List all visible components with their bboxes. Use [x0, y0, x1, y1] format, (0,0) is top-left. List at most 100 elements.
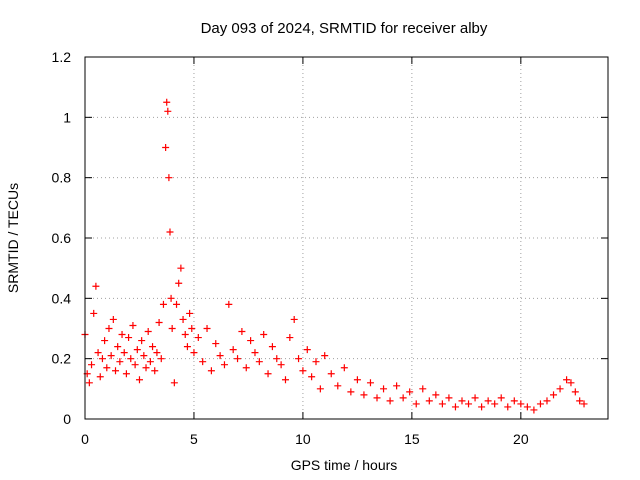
- data-point: [194, 334, 202, 342]
- data-point: [242, 364, 250, 372]
- data-point: [199, 358, 207, 366]
- data-point: [571, 388, 579, 396]
- data-point: [149, 343, 157, 351]
- data-point: [179, 315, 187, 323]
- tick-marks: [84, 56, 608, 420]
- data-point: [165, 174, 173, 182]
- data-point: [576, 397, 584, 405]
- y-tick-label: 0.6: [52, 230, 72, 246]
- data-point: [109, 315, 117, 323]
- data-point: [98, 355, 106, 363]
- data-series: [81, 98, 588, 414]
- data-point: [140, 352, 148, 360]
- data-point: [523, 403, 531, 411]
- chart-title: Day 093 of 2024, SRMTID for receiver alb…: [201, 20, 488, 37]
- data-point: [510, 397, 518, 405]
- data-point: [112, 367, 120, 375]
- data-point: [168, 325, 176, 332]
- data-point: [175, 279, 183, 287]
- data-point: [118, 331, 126, 339]
- data-point: [186, 309, 194, 317]
- data-point: [85, 379, 93, 387]
- data-point: [340, 364, 348, 372]
- y-tick-label: 0.2: [52, 351, 72, 367]
- data-point: [153, 349, 161, 357]
- data-point: [303, 346, 311, 354]
- data-point: [399, 394, 407, 402]
- data-point: [458, 397, 466, 405]
- data-point: [122, 370, 130, 378]
- data-point: [432, 391, 440, 399]
- data-point: [517, 400, 525, 408]
- data-point: [131, 361, 139, 369]
- data-point: [96, 373, 104, 381]
- x-tick-labels: 0 5 10 15 20: [81, 431, 529, 447]
- data-point: [181, 331, 189, 339]
- data-point: [360, 391, 368, 399]
- data-point: [484, 397, 492, 405]
- data-point: [146, 358, 154, 366]
- data-point: [504, 403, 512, 411]
- data-point: [170, 379, 178, 387]
- x-axis-label: GPS time / hours: [291, 457, 398, 473]
- data-point: [207, 367, 215, 375]
- data-point: [107, 352, 115, 360]
- data-point: [255, 358, 263, 366]
- data-point: [247, 337, 255, 345]
- data-point: [550, 391, 558, 399]
- data-point: [127, 355, 135, 363]
- data-point: [166, 228, 174, 236]
- data-point: [212, 340, 220, 348]
- data-point: [393, 382, 401, 390]
- data-point: [563, 376, 571, 384]
- data-point: [101, 337, 109, 345]
- data-point: [312, 358, 320, 366]
- data-point: [105, 325, 113, 332]
- data-point: [556, 385, 564, 393]
- data-point: [125, 334, 133, 342]
- data-point: [238, 328, 246, 336]
- data-point: [451, 403, 459, 411]
- data-point: [138, 337, 146, 345]
- y-tick-label: 0.4: [52, 290, 72, 306]
- y-tick-labels: 0 0.2 0.4 0.6 0.8 1 1.2: [52, 49, 72, 427]
- data-point: [347, 388, 355, 396]
- data-point: [159, 300, 167, 308]
- data-point: [120, 349, 128, 357]
- data-point: [264, 370, 272, 378]
- data-point: [167, 294, 175, 302]
- data-point: [281, 376, 289, 384]
- data-point: [412, 400, 420, 408]
- data-point: [103, 364, 111, 372]
- data-point: [260, 331, 268, 339]
- data-point: [295, 355, 303, 363]
- data-point: [225, 300, 233, 308]
- data-point: [536, 400, 544, 408]
- data-point: [308, 373, 316, 381]
- data-point: [268, 343, 276, 351]
- data-point: [173, 300, 181, 308]
- x-tick-label: 10: [295, 431, 311, 447]
- data-point: [114, 343, 122, 351]
- data-point: [133, 346, 141, 354]
- data-point: [419, 385, 427, 393]
- data-point: [567, 379, 575, 387]
- grid: [85, 57, 608, 419]
- data-point: [277, 361, 285, 369]
- data-point: [543, 397, 551, 405]
- data-point: [530, 406, 538, 414]
- x-tick-label: 20: [513, 431, 529, 447]
- x-tick-label: 15: [404, 431, 420, 447]
- data-point: [286, 334, 294, 342]
- y-tick-label: 1.2: [52, 49, 72, 65]
- data-point: [580, 400, 588, 408]
- data-point: [273, 355, 281, 363]
- data-point: [234, 355, 242, 363]
- y-tick-label: 0.8: [52, 170, 72, 186]
- data-point: [251, 349, 259, 357]
- data-point: [321, 352, 329, 360]
- data-point: [94, 349, 102, 357]
- data-point: [491, 400, 499, 408]
- data-point: [151, 367, 159, 375]
